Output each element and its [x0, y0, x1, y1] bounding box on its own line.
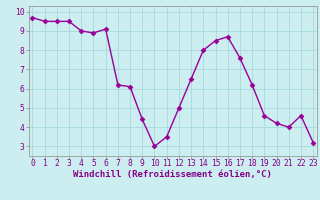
X-axis label: Windchill (Refroidissement éolien,°C): Windchill (Refroidissement éolien,°C) [73, 170, 272, 179]
